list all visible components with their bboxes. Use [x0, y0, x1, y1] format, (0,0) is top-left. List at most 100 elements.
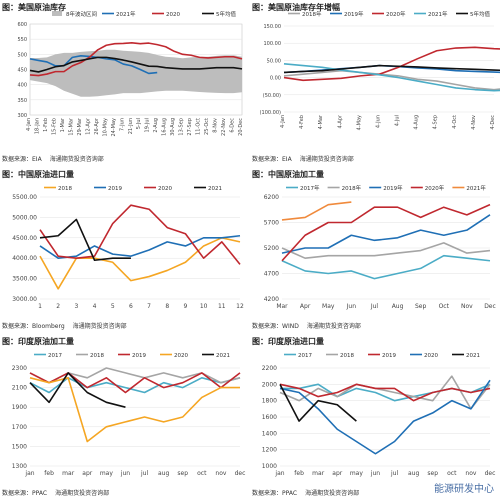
y-tick-label: 0.00 [270, 76, 281, 82]
x-tick-label: 4-Nov [471, 115, 477, 130]
legend-label: 2017年 [300, 184, 320, 192]
y-tick-label: 3500.00 [12, 276, 37, 283]
legend-label: 2018年 [342, 184, 362, 192]
x-tick-label: oct [447, 470, 457, 477]
y-tick-label: 5000.00 [12, 214, 37, 221]
x-tick-label: mar [62, 470, 75, 477]
legend-label: 2021年 [116, 10, 136, 18]
x-tick-label: 15-Feb [51, 118, 57, 135]
legend-label: 2018 [58, 186, 72, 192]
source-name: Bloomberg [32, 323, 65, 330]
legend-label: 5年均值 [470, 10, 490, 18]
x-tick-label: 29-Mar [77, 117, 83, 136]
x-tick-label: apr [332, 470, 342, 477]
legend-label: 2020 [166, 12, 180, 18]
x-tick-label: nov [215, 470, 226, 477]
chart-source: 数据来源：Bloomberg 海通期货投资咨询部 [2, 321, 127, 330]
y-tick-label: 300 [17, 113, 27, 119]
y-tick-label: (100.00) [260, 110, 281, 116]
y-tick-label: 500 [17, 52, 27, 58]
x-tick-label: 5 [111, 303, 115, 310]
x-tick-label: 4-Jul [395, 115, 401, 126]
x-tick-label: apr [82, 470, 92, 477]
x-tick-label: Jul [370, 303, 379, 310]
x-tick-label: 6 [129, 303, 133, 310]
legend-label: 5年均值 [216, 10, 236, 18]
source-org: 海通期货投资咨询部 [306, 323, 361, 330]
y-tick-label: 600 [17, 22, 27, 28]
source-label: 数据来源： [252, 323, 283, 330]
source-org: 海通期货投资咨询部 [72, 323, 127, 330]
y-tick-label: 50.00 [267, 58, 281, 64]
source-label: 数据来源： [252, 156, 283, 163]
legend-label: 2019 [132, 353, 146, 359]
x-tick-label: 4 [93, 303, 97, 310]
source-org: 海通期货投资咨询部 [299, 156, 354, 163]
series-line [283, 46, 500, 82]
panel-china-crude-runs: 6200 5700 5200 4700 4200 Mar Apr May Jun Jul Aug Se… [250, 167, 500, 334]
source-name: PPAC [32, 490, 48, 497]
series-line [281, 214, 491, 254]
x-tick-label: 4-May [356, 115, 362, 130]
y-tick-label: 4700 [264, 271, 279, 278]
y-tick-label: 450 [17, 68, 27, 74]
series-line [29, 367, 241, 384]
y-tick-label: 1700 [12, 424, 27, 431]
watermark: 能源研发中心 [434, 484, 494, 495]
x-tick-label: nov [465, 470, 476, 477]
series-line [29, 372, 241, 394]
source-label: 数据来源： [2, 323, 33, 330]
chart-source: 数据来源：EIA 海通期货投资咨询部 [252, 154, 354, 163]
y-tick-label: 5200 [264, 245, 279, 252]
x-tick-label: 1-Feb [43, 118, 49, 132]
x-tick-label: sep [427, 470, 438, 477]
y-tick-label: 1000 [262, 463, 277, 470]
x-tick-label: 11-Oct [196, 118, 202, 135]
y-tick-label: 2300 [12, 365, 27, 372]
chart-title: 图：美国原油库存 [2, 3, 66, 12]
series-line [283, 69, 500, 91]
chart-source: 数据来源：PPAC 海通期货投资咨询部 [252, 488, 359, 497]
legend-label: 2018年 [302, 10, 322, 18]
series-line [279, 383, 491, 402]
series-line [279, 375, 491, 410]
x-tick-label: Mar [276, 303, 288, 310]
x-tick-label: 4-Jan [280, 115, 286, 128]
x-tick-label: 10-May [102, 118, 108, 137]
legend-label: 2020 [158, 186, 172, 192]
series-line [39, 237, 241, 290]
x-tick-label: 4-Sep [433, 115, 439, 129]
x-tick-label: 4-Jun [375, 115, 381, 128]
series-line [29, 55, 158, 75]
x-tick-label: Aug [392, 303, 404, 310]
panel-china-crude-imports: 5500.00 5000.00 4500.00 4000.00 3500.00 3000.… [0, 167, 250, 334]
y-tick-label: 2100 [12, 385, 27, 392]
x-tick-label: jun [120, 470, 130, 477]
chart-title: 图：中国原油加工量 [252, 170, 324, 179]
x-tick-label: 10 [200, 303, 208, 310]
x-tick-label: 1 [38, 303, 42, 310]
y-tick-label: 1200 [262, 447, 277, 454]
chart-title: 图：印度原油进口量 [252, 337, 324, 346]
chart-source: 数据来源：PPAC 海通期货投资咨询部 [2, 488, 109, 497]
series-line [281, 242, 491, 259]
source-label: 数据来源： [2, 156, 33, 163]
panel-us-crude-stocks: 600 550 500 450 400 350 300 4-Jan 18-Jan 1-Feb 15-… [0, 0, 250, 167]
chart-source: 数据来源：EIA 海通期货投资咨询部 [2, 154, 104, 163]
y-tick-label: (50.00) [263, 93, 281, 99]
x-tick-label: 1-Mar [60, 117, 66, 132]
x-tick-label: 4-Apr [337, 114, 343, 128]
x-tick-label: Apr [300, 303, 311, 310]
y-tick-label: 550 [17, 37, 27, 43]
y-tick-label: 5500.00 [12, 194, 37, 201]
y-tick-label: 1900 [12, 404, 27, 411]
x-tick-label: dec [235, 470, 246, 477]
legend-label: 2020年 [425, 184, 445, 192]
x-tick-label: 7-Jun [119, 118, 125, 131]
chart-china-crude-imports: 5500.00 5000.00 4500.00 4000.00 3500.00 3000.… [12, 186, 244, 310]
legend-swatch [52, 11, 62, 16]
y-tick-label: 6200 [264, 194, 279, 201]
x-tick-label: oct [197, 470, 207, 477]
legend-label: 2019 [382, 353, 396, 359]
